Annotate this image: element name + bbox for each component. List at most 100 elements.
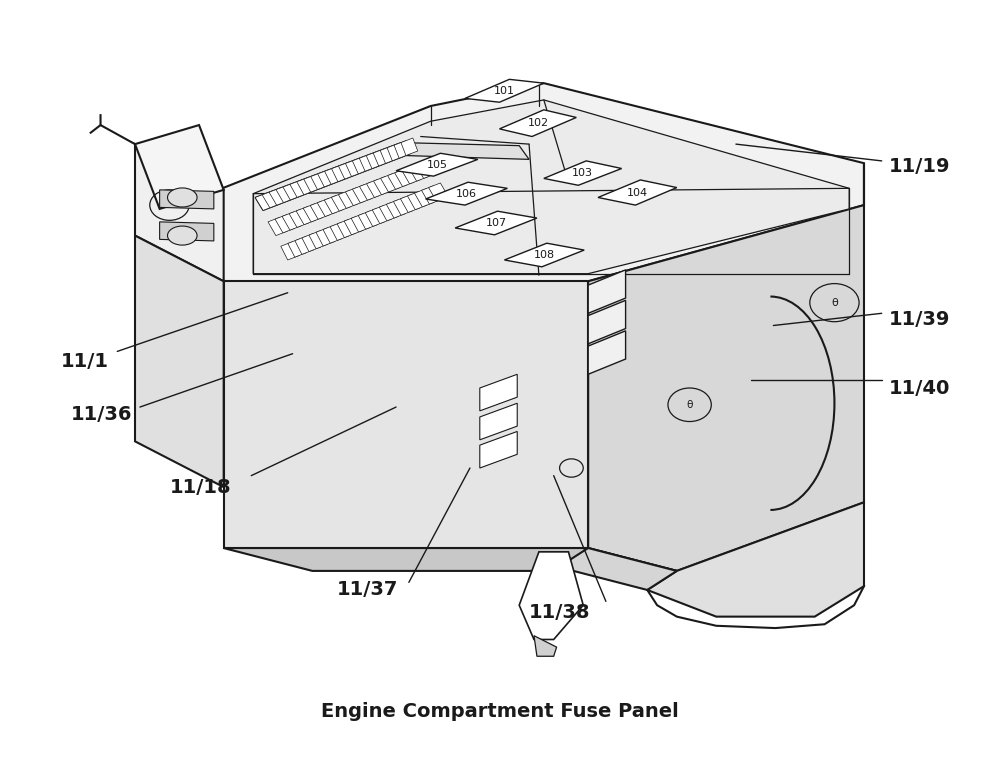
Polygon shape [160, 222, 214, 241]
Polygon shape [456, 211, 536, 235]
Polygon shape [288, 239, 307, 257]
Polygon shape [316, 227, 335, 246]
Polygon shape [352, 213, 371, 232]
Polygon shape [311, 201, 330, 220]
Polygon shape [332, 192, 351, 211]
Polygon shape [394, 197, 413, 215]
Polygon shape [396, 154, 478, 176]
Polygon shape [311, 172, 330, 189]
Polygon shape [337, 220, 357, 237]
Polygon shape [330, 222, 349, 241]
Polygon shape [276, 185, 296, 203]
Polygon shape [367, 179, 387, 197]
Polygon shape [408, 192, 427, 210]
Polygon shape [366, 208, 385, 227]
Polygon shape [598, 180, 676, 205]
Polygon shape [429, 183, 449, 201]
Polygon shape [346, 187, 365, 206]
Polygon shape [289, 209, 309, 227]
Polygon shape [135, 144, 224, 282]
Polygon shape [262, 190, 282, 208]
Polygon shape [374, 176, 394, 195]
Polygon shape [647, 502, 864, 617]
Polygon shape [325, 167, 343, 184]
Polygon shape [401, 138, 418, 155]
Polygon shape [302, 234, 321, 251]
Text: 106: 106 [456, 189, 477, 199]
Polygon shape [344, 217, 364, 235]
Text: 103: 103 [572, 168, 593, 178]
Polygon shape [416, 160, 436, 178]
Polygon shape [465, 79, 543, 102]
Text: 101: 101 [494, 86, 514, 95]
Polygon shape [318, 169, 336, 187]
Text: 108: 108 [533, 250, 554, 260]
Polygon shape [303, 203, 323, 222]
Polygon shape [519, 552, 583, 639]
Polygon shape [415, 189, 435, 207]
Polygon shape [360, 182, 380, 200]
Polygon shape [381, 174, 401, 192]
Polygon shape [283, 182, 302, 200]
Polygon shape [199, 83, 864, 282]
Polygon shape [588, 270, 625, 314]
Polygon shape [325, 196, 344, 214]
Polygon shape [281, 241, 300, 260]
Polygon shape [588, 300, 625, 344]
Polygon shape [339, 161, 357, 179]
Polygon shape [504, 243, 584, 267]
Polygon shape [135, 125, 224, 209]
Polygon shape [297, 177, 316, 195]
Polygon shape [353, 156, 370, 174]
Text: 11/40: 11/40 [889, 379, 950, 397]
Polygon shape [275, 215, 295, 233]
Polygon shape [588, 331, 625, 374]
Text: 11/36: 11/36 [71, 405, 133, 424]
Text: 102: 102 [527, 118, 548, 128]
Polygon shape [380, 203, 399, 221]
Text: 104: 104 [627, 188, 648, 198]
Polygon shape [160, 190, 214, 209]
Polygon shape [318, 198, 337, 217]
Polygon shape [309, 230, 328, 249]
Polygon shape [323, 225, 342, 243]
Polygon shape [543, 161, 621, 185]
Text: Engine Compartment Fuse Panel: Engine Compartment Fuse Panel [321, 702, 678, 722]
Text: 11/38: 11/38 [529, 603, 590, 622]
Polygon shape [346, 159, 364, 176]
Polygon shape [255, 193, 275, 210]
Polygon shape [534, 636, 556, 656]
Polygon shape [480, 374, 517, 411]
Polygon shape [422, 185, 442, 204]
Polygon shape [296, 206, 316, 225]
Polygon shape [290, 180, 309, 197]
Polygon shape [381, 146, 398, 164]
Polygon shape [332, 165, 350, 182]
Text: 11/19: 11/19 [889, 158, 950, 176]
Ellipse shape [168, 226, 197, 245]
Text: 11/39: 11/39 [889, 310, 950, 329]
Text: 11/1: 11/1 [61, 352, 109, 371]
Polygon shape [135, 236, 224, 487]
Polygon shape [409, 163, 429, 181]
Polygon shape [359, 211, 378, 229]
Text: θ: θ [831, 298, 838, 307]
Polygon shape [224, 282, 588, 548]
Polygon shape [394, 140, 411, 158]
Polygon shape [500, 110, 576, 137]
Polygon shape [480, 404, 517, 440]
Polygon shape [269, 188, 289, 205]
Polygon shape [395, 168, 415, 186]
Polygon shape [304, 175, 323, 192]
Polygon shape [426, 182, 507, 205]
Text: 107: 107 [486, 218, 506, 228]
Polygon shape [339, 190, 358, 209]
Polygon shape [253, 100, 849, 274]
Polygon shape [255, 143, 529, 210]
Polygon shape [295, 236, 314, 255]
Polygon shape [558, 548, 676, 590]
Polygon shape [268, 217, 288, 236]
Text: θ: θ [686, 400, 693, 410]
Text: 11/18: 11/18 [170, 477, 231, 497]
Polygon shape [360, 154, 377, 171]
